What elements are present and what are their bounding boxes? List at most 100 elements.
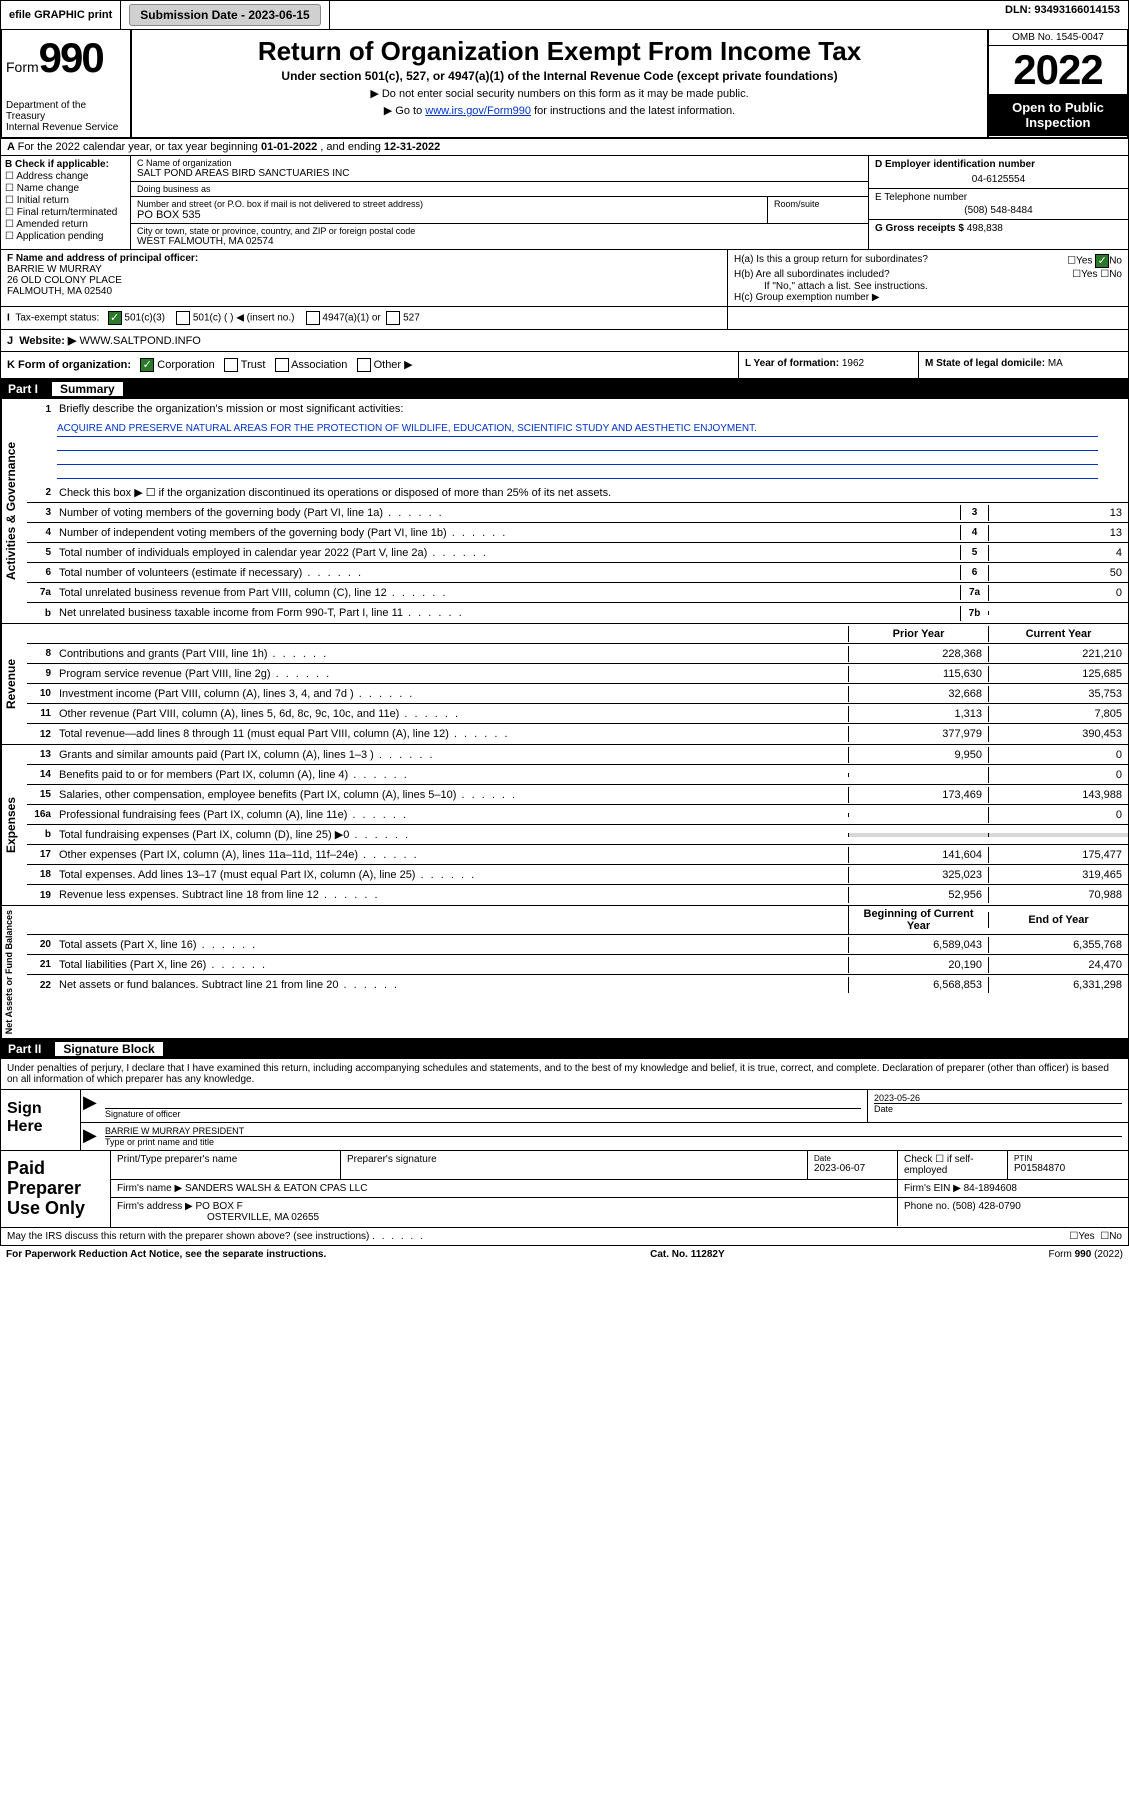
- table-row: 17Other expenses (Part IX, column (A), l…: [27, 845, 1128, 865]
- table-row: 9Program service revenue (Part VIII, lin…: [27, 664, 1128, 684]
- firm-address: Firm's address ▶ PO BOX F OSTERVILLE, MA…: [111, 1198, 898, 1226]
- table-row: 19Revenue less expenses. Subtract line 1…: [27, 885, 1128, 905]
- side-netassets: Net Assets or Fund Balances: [1, 906, 27, 1038]
- part1-revenue: Revenue Prior Year Current Year 8Contrib…: [0, 624, 1129, 745]
- instructions-link[interactable]: www.irs.gov/Form990: [425, 105, 531, 117]
- side-expenses: Expenses: [1, 745, 27, 905]
- table-row: 22Net assets or fund balances. Subtract …: [27, 975, 1128, 995]
- sign-here-block: Sign Here ▶ Signature of officer 2023-05…: [0, 1090, 1129, 1151]
- table-row: 20Total assets (Part X, line 16)6,589,04…: [27, 935, 1128, 955]
- row-klm: K Form of organization: ✓ Corporation Tr…: [0, 352, 1129, 379]
- column-h: H(a) Is this a group return for subordin…: [728, 250, 1128, 306]
- tax-exempt-status: I Tax-exempt status: ✓ 501(c)(3) 501(c) …: [1, 307, 728, 329]
- ha-row: H(a) Is this a group return for subordin…: [734, 254, 1122, 268]
- table-row: 14Benefits paid to or for members (Part …: [27, 765, 1128, 785]
- check-corporation: ✓: [140, 358, 154, 372]
- check-4947[interactable]: [306, 311, 320, 325]
- firm-ein: Firm's EIN ▶ 84-1894608: [898, 1180, 1128, 1197]
- page-footer: For Paperwork Reduction Act Notice, see …: [0, 1246, 1129, 1263]
- ha-no-checked: ✓: [1095, 254, 1109, 268]
- table-row: 8Contributions and grants (Part VIII, li…: [27, 644, 1128, 664]
- mission-text: ACQUIRE AND PRESERVE NATURAL AREAS FOR T…: [27, 419, 1128, 483]
- hc-row: H(c) Group exemption number ▶: [734, 292, 1122, 303]
- check-self-employed[interactable]: Check ☐ if self-employed: [898, 1151, 1008, 1179]
- phone-row: E Telephone number (508) 548-8484: [869, 189, 1128, 220]
- table-row: bTotal fundraising expenses (Part IX, co…: [27, 825, 1128, 845]
- column-b: B Check if applicable: ☐ Address change …: [1, 156, 131, 249]
- tax-year: 2022: [989, 46, 1127, 94]
- table-row: 13Grants and similar amounts paid (Part …: [27, 745, 1128, 765]
- table-row: 10Investment income (Part VIII, column (…: [27, 684, 1128, 704]
- ein-row: D Employer identification number 04-6125…: [869, 156, 1128, 189]
- firm-phone: Phone no. (508) 428-0790: [898, 1198, 1128, 1226]
- hb-row: H(b) Are all subordinates included? ☐Yes…: [734, 269, 1122, 280]
- part-2-header: Part II Signature Block: [0, 1039, 1129, 1059]
- table-row: bNet unrelated business taxable income f…: [27, 603, 1128, 623]
- header-left: Form990 Department of the Treasury Inter…: [2, 30, 132, 137]
- may-irs-discuss-row: May the IRS discuss this return with the…: [0, 1228, 1129, 1246]
- line-2: Check this box ▶ ☐ if the organization d…: [55, 484, 1128, 501]
- form-number: Form990: [6, 34, 126, 82]
- table-row: 11Other revenue (Part VIII, column (A), …: [27, 704, 1128, 724]
- form-subtitle: Under section 501(c), 527, or 4947(a)(1)…: [142, 69, 977, 83]
- check-initial-return[interactable]: ☐ Initial return: [5, 195, 126, 206]
- prep-name-label: Print/Type preparer's name: [111, 1151, 341, 1179]
- form-note-1: Do not enter social security numbers on …: [142, 87, 977, 100]
- section-a-row: A For the 2022 calendar year, or tax yea…: [0, 139, 1129, 156]
- gross-receipts-row: G Gross receipts $ 498,838: [869, 220, 1128, 237]
- state-of-domicile: M State of legal domicile: MA: [918, 352, 1128, 378]
- top-bar: efile GRAPHIC print Submission Date - 20…: [0, 0, 1129, 30]
- table-row: 15Salaries, other compensation, employee…: [27, 785, 1128, 805]
- hb-note: If "No," attach a list. See instructions…: [734, 281, 1122, 292]
- begin-end-header: Beginning of Current Year End of Year: [27, 906, 1128, 935]
- open-public-badge: Open to Public Inspection: [989, 94, 1127, 136]
- part-1-header: Part I Summary: [0, 379, 1129, 399]
- check-trust[interactable]: [224, 358, 238, 372]
- submission-date-button[interactable]: Submission Date - 2023-06-15: [129, 4, 320, 26]
- check-name-change[interactable]: ☐ Name change: [5, 183, 126, 194]
- column-c: C Name of organization SALT POND AREAS B…: [131, 156, 868, 249]
- check-501c[interactable]: [176, 311, 190, 325]
- table-row: 3Number of voting members of the governi…: [27, 503, 1128, 523]
- ptin: PTINP01584870: [1008, 1151, 1128, 1179]
- room-suite: Room/suite: [768, 197, 868, 223]
- check-address-change[interactable]: ☐ Address change: [5, 171, 126, 182]
- table-row: 4Number of independent voting members of…: [27, 523, 1128, 543]
- street-row: Number and street (or P.O. box if mail i…: [131, 197, 868, 224]
- form-header: Form990 Department of the Treasury Inter…: [0, 30, 1129, 139]
- check-association[interactable]: [275, 358, 289, 372]
- row-i: I Tax-exempt status: ✓ 501(c)(3) 501(c) …: [0, 307, 1129, 330]
- sign-here-label: Sign Here: [1, 1090, 81, 1150]
- prior-current-header: Prior Year Current Year: [27, 624, 1128, 644]
- dba-row: Doing business as: [131, 182, 868, 197]
- dln-label: DLN: 93493166014153: [997, 1, 1128, 29]
- prep-sig-label: Preparer's signature: [341, 1151, 808, 1179]
- arrow-icon: ▶: [81, 1090, 99, 1122]
- paid-preparer-block: Paid Preparer Use Only Print/Type prepar…: [0, 1151, 1129, 1227]
- form-of-organization: K Form of organization: ✓ Corporation Tr…: [1, 352, 738, 378]
- hc-cell: [728, 307, 1128, 329]
- mission-label: Briefly describe the organization's miss…: [55, 401, 1128, 417]
- table-row: 7aTotal unrelated business revenue from …: [27, 583, 1128, 603]
- submission-date-cell: Submission Date - 2023-06-15: [121, 1, 329, 29]
- check-final-return[interactable]: ☐ Final return/terminated: [5, 207, 126, 218]
- arrow-icon: ▶: [81, 1123, 99, 1150]
- side-activities-governance: Activities & Governance: [1, 399, 27, 623]
- col-b-title: B Check if applicable:: [5, 159, 126, 170]
- part1-activities: Activities & Governance 1 Briefly descri…: [0, 399, 1129, 624]
- column-deg: D Employer identification number 04-6125…: [868, 156, 1128, 249]
- check-amended-return[interactable]: ☐ Amended return: [5, 219, 126, 230]
- table-row: 6Total number of volunteers (estimate if…: [27, 563, 1128, 583]
- side-revenue: Revenue: [1, 624, 27, 744]
- org-name-row: C Name of organization SALT POND AREAS B…: [131, 156, 868, 182]
- form-title: Return of Organization Exempt From Incom…: [142, 36, 977, 67]
- check-other[interactable]: [357, 358, 371, 372]
- column-f: F Name and address of principal officer:…: [1, 250, 728, 306]
- part1-netassets: Net Assets or Fund Balances Beginning of…: [0, 906, 1129, 1039]
- check-application-pending[interactable]: ☐ Application pending: [5, 231, 126, 242]
- table-row: 21Total liabilities (Part X, line 26)20,…: [27, 955, 1128, 975]
- check-527[interactable]: [386, 311, 400, 325]
- omb-number: OMB No. 1545-0047: [989, 30, 1127, 46]
- section-bcdeg: B Check if applicable: ☐ Address change …: [0, 156, 1129, 250]
- efile-print-label: efile GRAPHIC print: [1, 1, 121, 29]
